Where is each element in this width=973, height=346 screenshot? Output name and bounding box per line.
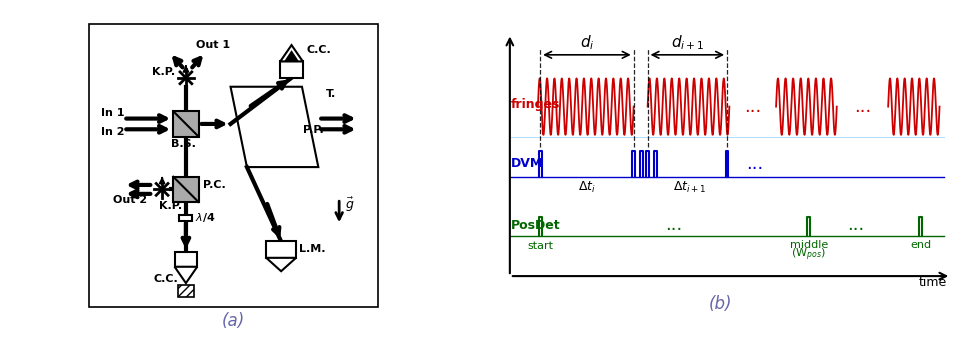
Bar xyxy=(267,242,296,258)
Text: P.C.: P.C. xyxy=(203,180,226,190)
Polygon shape xyxy=(280,45,303,62)
Text: DVM: DVM xyxy=(511,157,543,170)
Text: ...: ... xyxy=(665,216,682,234)
Polygon shape xyxy=(267,258,296,271)
Text: $d_i$: $d_i$ xyxy=(580,34,595,53)
Text: Out 1: Out 1 xyxy=(197,40,231,50)
Text: $\lambda$/4: $\lambda$/4 xyxy=(196,211,216,224)
Text: start: start xyxy=(527,241,554,251)
Text: ...: ... xyxy=(746,155,764,173)
Bar xyxy=(178,285,195,297)
Text: P.P.: P.P. xyxy=(304,125,324,135)
Text: (W$_{pos}$): (W$_{pos}$) xyxy=(791,247,826,263)
Bar xyxy=(173,111,198,137)
Text: Out 2: Out 2 xyxy=(113,195,147,205)
Text: (b): (b) xyxy=(708,295,732,313)
Bar xyxy=(280,62,303,78)
Text: time: time xyxy=(919,275,947,289)
Text: $d_{i+1}$: $d_{i+1}$ xyxy=(670,34,704,53)
Bar xyxy=(174,252,198,267)
Text: middle: middle xyxy=(790,240,828,250)
Polygon shape xyxy=(231,87,318,167)
Bar xyxy=(179,215,193,221)
Text: In 1: In 1 xyxy=(101,108,125,118)
Text: end: end xyxy=(911,240,931,250)
Text: L.M.: L.M. xyxy=(299,244,326,254)
Polygon shape xyxy=(284,50,299,62)
Text: B.S.: B.S. xyxy=(171,139,196,149)
Text: fringes: fringes xyxy=(511,98,560,111)
Text: (a): (a) xyxy=(222,312,245,330)
Polygon shape xyxy=(174,267,198,283)
Text: PosDet: PosDet xyxy=(511,219,560,232)
Text: C.C.: C.C. xyxy=(306,45,331,55)
Text: ...: ... xyxy=(744,98,761,116)
Text: C.C.: C.C. xyxy=(153,274,178,284)
Text: $\Delta t_i$: $\Delta t_i$ xyxy=(578,180,595,195)
Bar xyxy=(173,177,198,202)
Text: K.P.: K.P. xyxy=(152,67,175,77)
Text: ...: ... xyxy=(854,98,871,116)
Text: $\vec{g}$: $\vec{g}$ xyxy=(345,195,354,214)
Text: In 2: In 2 xyxy=(101,127,125,137)
Text: ...: ... xyxy=(847,216,864,234)
Text: K.P.: K.P. xyxy=(160,201,182,211)
Text: $\Delta t_{i+1}$: $\Delta t_{i+1}$ xyxy=(673,180,706,195)
Text: T.: T. xyxy=(326,89,336,99)
